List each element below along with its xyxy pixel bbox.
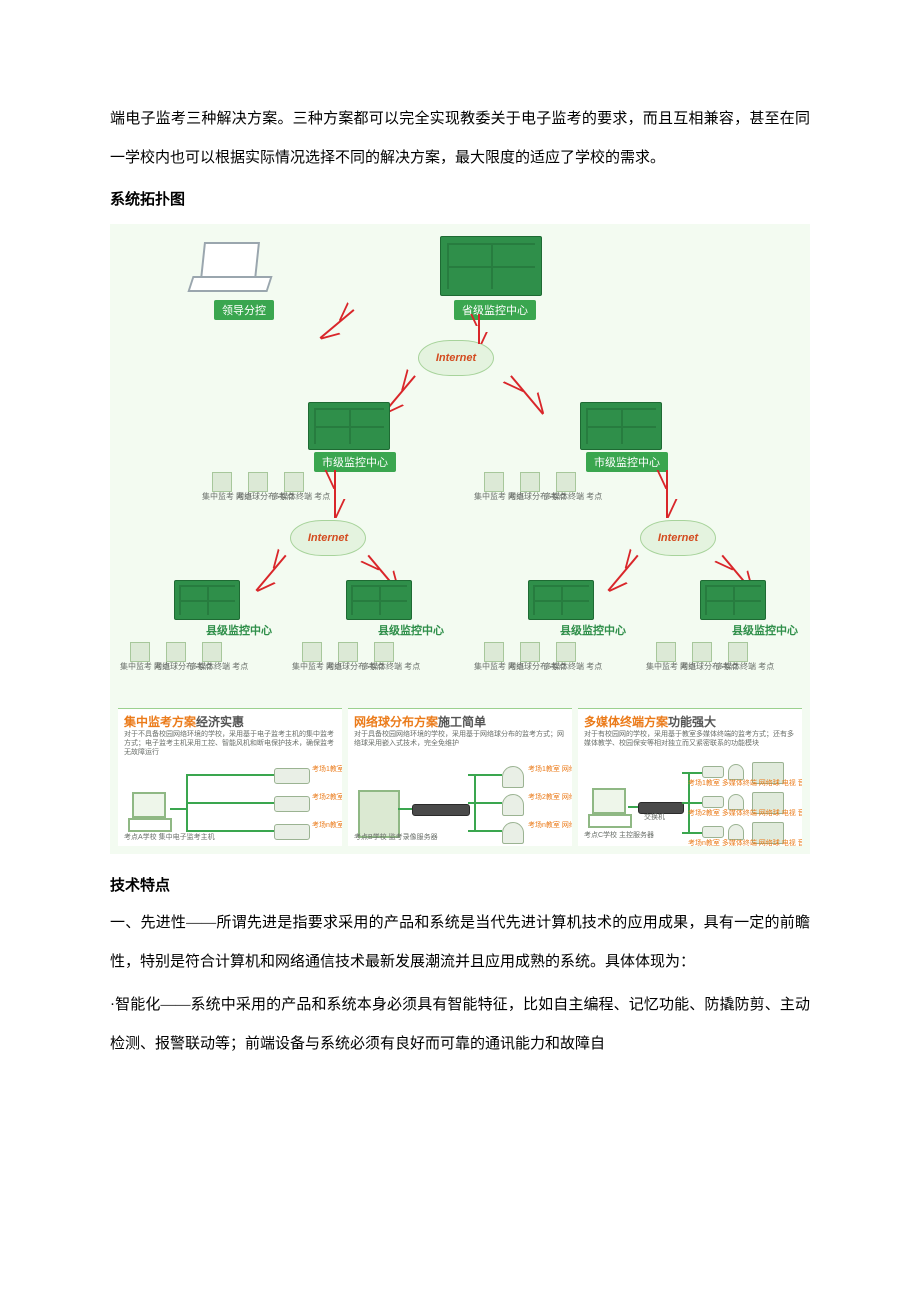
solution-desc: 对于不具备校园网络环境的学校，采用基于电子监考主机的集中监考方式；电子监考主机采… [124,731,336,757]
site-type-label: 多媒体终端 考点 [544,492,602,501]
heading-topology: 系统拓扑图 [110,182,810,218]
connector-bolt [255,555,286,592]
site-type-icons [484,472,576,492]
connector-bolt [320,309,355,339]
device-label: 考场2教室 网络球 [528,794,572,802]
server-rack-icon [580,402,662,450]
label-county: 县级监控中心 [560,622,626,638]
solution-title: 多媒体终端方案功能强大 [584,715,796,729]
site-type-label: 多媒体终端 考点 [272,492,330,501]
device-label: 考场n教室 网络球 [528,822,572,830]
label-county: 县级监控中心 [378,622,444,638]
switch-label: 交换机 [644,814,665,822]
server-icon [358,790,400,838]
site-type-icons [130,642,222,662]
site-type-icons [656,642,748,662]
intro-paragraph: 端电子监考三种解决方案。三种方案都可以完全实现教委关于电子监考的要求，而且互相兼… [110,100,810,178]
solution-desc: 对于具备校园网络环境的学校，采用基于网络球分布的监考方式；网络球采用嵌入式技术，… [354,731,566,749]
connector-bolt [666,470,668,518]
terminal-icon [702,766,724,778]
server-rack-icon [308,402,390,450]
server-rack-icon [174,580,240,620]
dome-camera-icon [502,794,524,816]
server-rack-icon [440,236,542,296]
connector-bolt [478,314,480,344]
laptop-icon [188,242,268,292]
label-city: 市级监控中心 [586,452,668,472]
connector-bolt [607,555,638,592]
solution-centralized: 集中监考方案经济实惠 对于不具备校园网络环境的学校，采用基于电子监考主机的集中监… [118,708,342,846]
device-label: 考场n教室 摄像机 [312,822,342,830]
terminal-icon [702,826,724,838]
device-label: 考场1教室 摄像机 [312,766,342,774]
label-city: 市级监控中心 [314,452,396,472]
connector-bolt [334,470,336,518]
dome-camera-icon [728,824,744,840]
heading-tech: 技术特点 [110,868,810,904]
connector-bolt [510,375,544,415]
terminal-icon [702,796,724,808]
cloud-icon: Internet [418,340,494,376]
pc-icon [128,792,168,832]
label-province: 省级监控中心 [454,300,536,320]
device-label: 考场2教室 多媒体终端 网络球 电视 音箱 话筒 [688,810,802,818]
dome-camera-icon [728,764,744,780]
dome-camera-icon [502,822,524,844]
cloud-icon: Internet [640,520,716,556]
solution-desc: 对于有校园网的学校，采用基于教室多媒体终端的监考方式；还有多媒体教学、校园保安等… [584,731,796,749]
label-county: 县级监控中心 [206,622,272,638]
solution-title: 集中监考方案经济实惠 [124,715,336,729]
site-type-label: 多媒体终端 考点 [190,662,248,671]
camera-icon [274,796,310,812]
device-label: 考场1教室 多媒体终端 网络球 电视 音箱 话筒 [688,780,802,788]
site-type-label: 多媒体终端 考点 [716,662,774,671]
camera-icon [274,824,310,840]
host-label: 考点A学校 集中电子监考主机 [124,834,215,842]
dome-camera-icon [502,766,524,788]
dome-camera-icon [728,794,744,810]
tech-paragraph-2: ·智能化——系统中采用的产品和系统本身必须具有智能特征，比如自主编程、记忆功能、… [110,986,810,1064]
pc-icon [588,788,628,828]
solution-multimedia: 多媒体终端方案功能强大 对于有校园网的学校，采用基于教室多媒体终端的监考方式；还… [578,708,802,846]
host-label: 考点C学校 主控服务器 [584,832,654,840]
server-rack-icon [528,580,594,620]
label-leader: 领导分控 [214,300,274,320]
solutions-strip: 集中监考方案经济实惠 对于不具备校园网络环境的学校，采用基于电子监考主机的集中监… [118,708,802,846]
site-type-label: 多媒体终端 考点 [544,662,602,671]
switch-icon [412,804,470,816]
solution-title: 网络球分布方案施工简单 [354,715,566,729]
site-type-icons [212,472,304,492]
server-rack-icon [700,580,766,620]
device-label: 考场2教室 摄像机 [312,794,342,802]
switch-icon [638,802,684,814]
site-type-icons [484,642,576,662]
host-label: 考点B学校 监考录像服务器 [354,834,438,842]
tech-paragraph-1: 一、先进性——所谓先进是指要求采用的产品和系统是当代先进计算机技术的应用成果，具… [110,904,810,982]
camera-icon [274,768,310,784]
system-topology-diagram: 领导分控 省级监控中心 Internet 市级监控中心 集中监考 考点 网络球分… [110,224,810,854]
server-rack-icon [346,580,412,620]
solution-network-ball: 网络球分布方案施工简单 对于具备校园网络环境的学校，采用基于网络球分布的监考方式… [348,708,572,846]
device-label: 考场n教室 多媒体终端 网络球 电视 音箱 话筒 [688,840,802,846]
cloud-icon: Internet [290,520,366,556]
site-type-icons [302,642,394,662]
site-type-label: 多媒体终端 考点 [362,662,420,671]
label-county: 县级监控中心 [732,622,798,638]
device-label: 考场1教室 网络球 [528,766,572,774]
